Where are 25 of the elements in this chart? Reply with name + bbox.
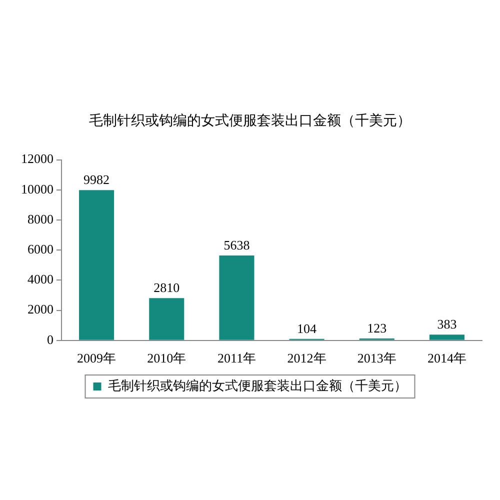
bar [429, 334, 464, 340]
x-tick-label: 2011年 [217, 350, 256, 366]
y-tick-label: 10000 [21, 181, 54, 196]
data-label: 123 [367, 320, 387, 336]
y-tick-label: 2000 [28, 302, 54, 317]
legend-label: 毛制针织或钩编的女式便服套装出口金额（千美元） [108, 378, 407, 393]
x-tick-label: 2013年 [357, 350, 396, 366]
data-label: 9982 [84, 172, 110, 188]
bar [219, 256, 254, 340]
data-label: 2810 [154, 280, 180, 296]
bar [149, 298, 184, 340]
data-label: 383 [437, 316, 457, 332]
data-label: 104 [297, 320, 318, 336]
y-tick-label: 0 [47, 332, 54, 347]
y-tick-label: 12000 [21, 151, 54, 166]
x-tick-label: 2010年 [147, 350, 186, 366]
chart-title: 毛制针织或钩编的女式便服套装出口金额（千美元） [89, 113, 411, 130]
bar [79, 190, 114, 340]
data-label: 5638 [224, 237, 250, 252]
y-tick-label: 4000 [28, 272, 54, 287]
x-tick-label: 2012年 [287, 350, 326, 366]
x-tick-label: 2014年 [427, 350, 466, 366]
y-tick-label: 6000 [28, 242, 54, 257]
y-tick-label: 8000 [28, 211, 54, 226]
x-tick-label: 2009年 [77, 350, 116, 366]
